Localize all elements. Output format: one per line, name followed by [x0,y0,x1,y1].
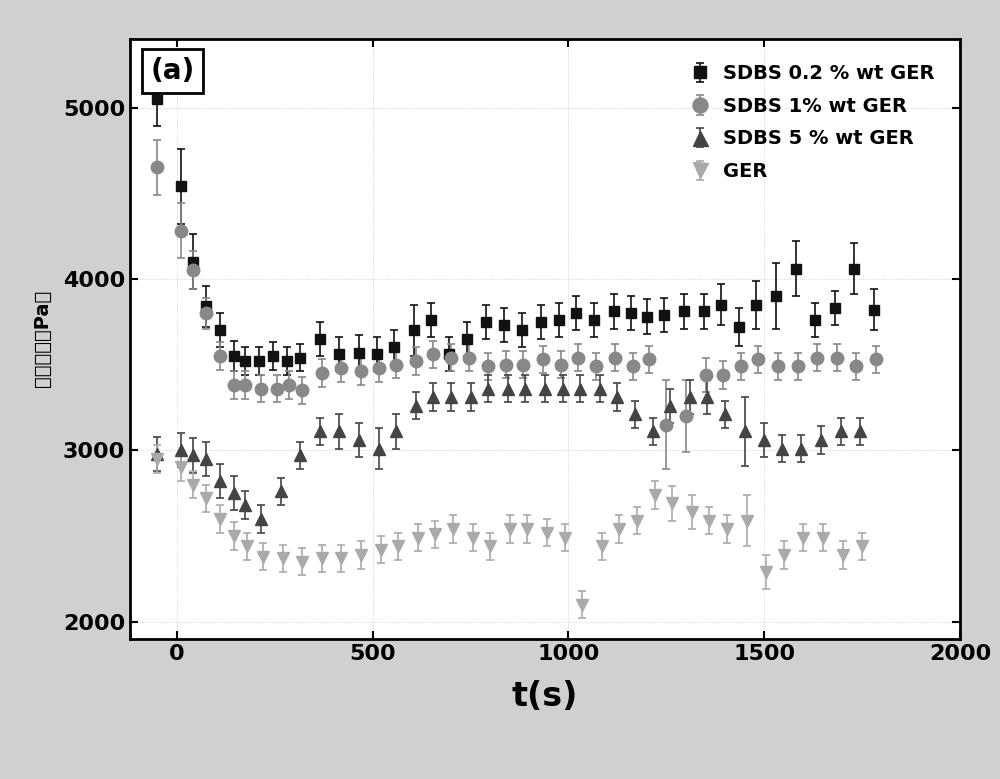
X-axis label: t(s): t(s) [512,680,578,714]
Y-axis label: 屈服应力（Pa）: 屈服应力（Pa） [33,291,52,387]
Legend: SDBS 0.2 % wt GER, SDBS 1% wt GER, SDBS 5 % wt GER, GER: SDBS 0.2 % wt GER, SDBS 1% wt GER, SDBS … [673,48,950,196]
Text: (a): (a) [151,57,195,85]
